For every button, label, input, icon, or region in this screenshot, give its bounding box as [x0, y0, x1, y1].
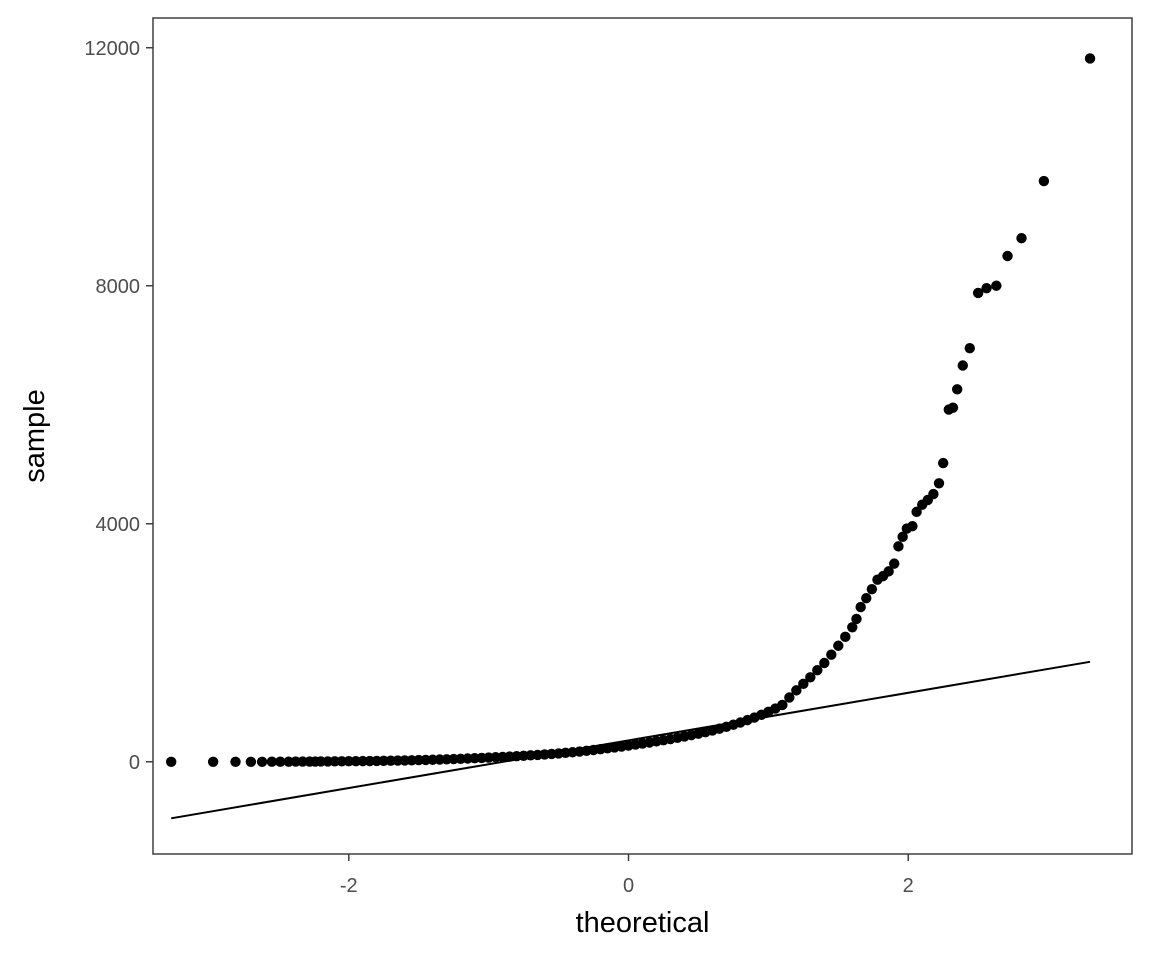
data-point — [972, 287, 984, 299]
data-point — [207, 756, 219, 767]
panel-border — [152, 17, 1133, 855]
data-point — [819, 657, 830, 669]
data-point — [1038, 175, 1050, 187]
data-point — [893, 541, 904, 552]
data-point — [991, 280, 1002, 291]
y-axis: 0 4000 8000 12000 — [84, 38, 153, 774]
data-point — [1016, 232, 1027, 244]
data-point — [851, 613, 862, 625]
data-point — [861, 592, 872, 604]
data-point — [805, 672, 816, 683]
y-tick-label: 8000 — [96, 276, 141, 298]
data-point — [826, 649, 837, 660]
x-tick-label: 2 — [903, 875, 914, 897]
data-point — [889, 558, 900, 569]
y-tick-label: 12000 — [84, 38, 140, 60]
data-point — [947, 402, 959, 413]
data-point — [883, 566, 894, 577]
x-axis-title: theoretical — [576, 907, 710, 939]
data-point — [256, 756, 268, 767]
data-point — [266, 756, 278, 767]
data-point — [165, 756, 177, 767]
data-point — [897, 531, 908, 543]
data-point — [957, 360, 968, 371]
data-point — [928, 488, 939, 500]
data-point — [230, 756, 241, 767]
x-axis: -2 0 2 — [340, 854, 914, 897]
y-axis-title: sample — [19, 389, 51, 483]
reference-line — [171, 660, 1091, 820]
reference-line-layer — [171, 660, 1091, 820]
data-point — [911, 506, 922, 518]
x-tick-label: 0 — [623, 875, 634, 897]
y-tick-label: 0 — [129, 752, 140, 774]
points-layer — [165, 53, 1096, 767]
x-tick-label: -2 — [340, 875, 358, 897]
data-point — [812, 664, 823, 676]
data-point — [833, 640, 844, 651]
data-point — [964, 343, 975, 354]
data-point — [937, 457, 949, 469]
data-point — [798, 678, 809, 690]
data-point — [933, 478, 945, 489]
y-tick-label: 4000 — [96, 514, 141, 536]
data-point — [866, 584, 878, 595]
data-point — [855, 601, 866, 613]
data-point — [784, 692, 795, 703]
data-point — [981, 282, 992, 294]
data-point — [1084, 53, 1096, 64]
data-point — [1002, 250, 1013, 262]
data-point — [777, 699, 788, 711]
data-point — [245, 756, 257, 767]
data-point — [951, 384, 963, 395]
data-point — [907, 520, 918, 532]
data-point — [847, 622, 858, 633]
data-point — [840, 631, 851, 643]
data-point — [275, 756, 286, 767]
data-point — [791, 685, 802, 696]
